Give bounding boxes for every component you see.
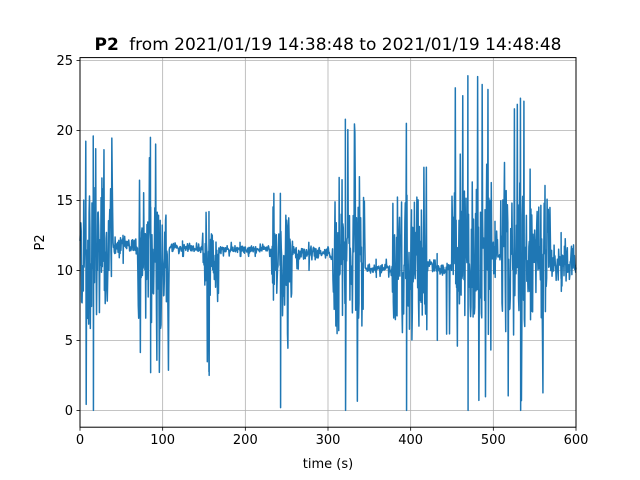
x-tick-label: 200 bbox=[233, 433, 258, 448]
series-line bbox=[79, 75, 577, 412]
series-group bbox=[79, 75, 577, 412]
y-axis-label: P2 bbox=[33, 234, 48, 250]
x-tick-label: 600 bbox=[564, 433, 589, 448]
x-tick-label: 500 bbox=[481, 433, 506, 448]
x-tick-label: 100 bbox=[150, 433, 175, 448]
x-tick-label: 300 bbox=[316, 433, 341, 448]
y-tick-label: 20 bbox=[56, 124, 73, 139]
chart-title-rest: from 2021/01/19 14:38:48 to 2021/01/19 1… bbox=[129, 35, 561, 55]
y-tick-label: 25 bbox=[56, 54, 73, 69]
x-tick-label: 0 bbox=[76, 433, 84, 448]
chart-title: P2 from 2021/01/19 14:38:48 to 2021/01/1… bbox=[94, 35, 561, 55]
x-tick-label: 400 bbox=[398, 433, 423, 448]
x-axis-label: time (s) bbox=[303, 457, 353, 472]
y-tick-label: 5 bbox=[65, 334, 73, 349]
chart-title-bold: P2 bbox=[94, 35, 118, 55]
ticks-group: 0 100 200 300 400 500 600 0 5 10 15 20 25 bbox=[56, 54, 588, 448]
y-tick-label: 0 bbox=[65, 404, 73, 419]
y-tick-label: 15 bbox=[56, 194, 73, 209]
y-tick-label: 10 bbox=[56, 264, 73, 279]
